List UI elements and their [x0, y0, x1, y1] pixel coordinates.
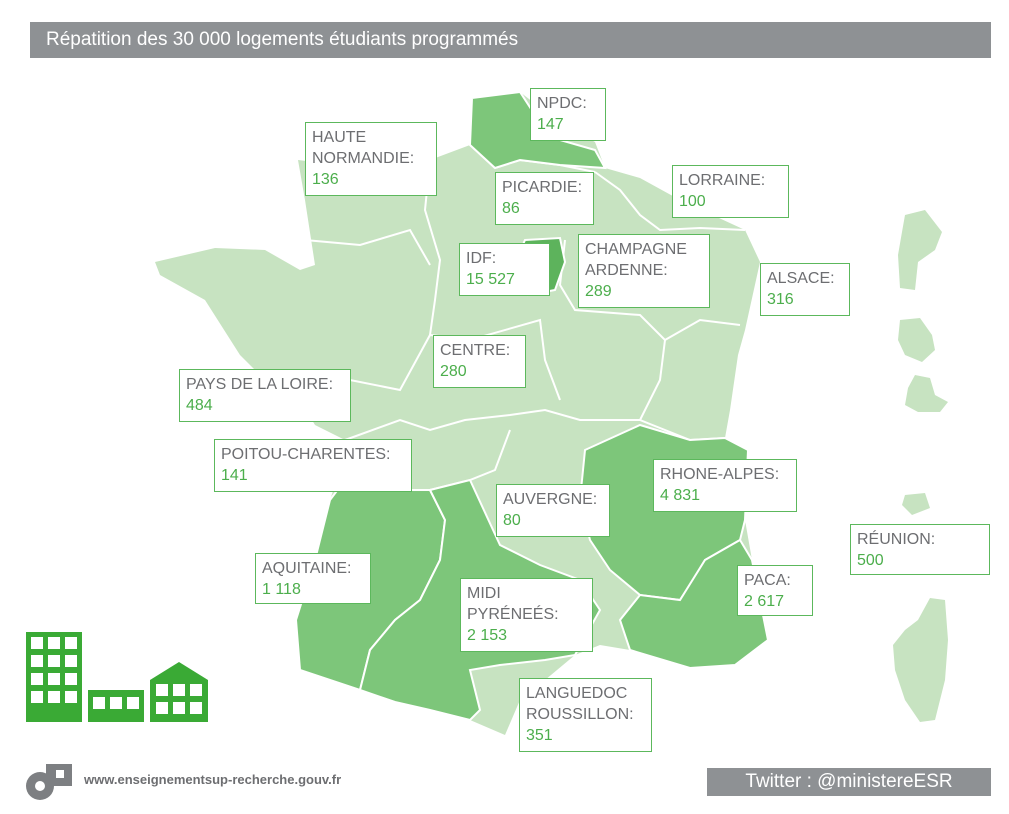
label-lorraine: LORRAINE: 100 — [672, 165, 789, 218]
region-value: 351 — [526, 727, 553, 744]
website-url: www.enseignementsup-recherche.gouv.fr — [84, 772, 342, 787]
region-value: 316 — [767, 291, 794, 308]
region-value: 1 118 — [262, 581, 301, 598]
region-value: 86 — [502, 200, 520, 217]
region-name: MIDI PYRÉNEÉS: — [467, 585, 559, 623]
label-auvergne: AUVERGNE: 80 — [496, 484, 610, 537]
region-value: 484 — [186, 397, 213, 414]
label-reunion: RÉUNION: 500 — [850, 524, 990, 575]
label-midi-pyrenees: MIDI PYRÉNEÉS: 2 153 — [460, 578, 593, 652]
island-guadeloupe — [898, 210, 942, 290]
region-name: CENTRE: — [440, 342, 511, 359]
twitter-handle: Twitter : @ministereESR — [707, 768, 991, 796]
buildings-icon — [26, 632, 208, 722]
label-languedoc-roussillon: LANGUEDOC ROUSSILLON: 351 — [519, 678, 652, 752]
region-name: POITOU-CHARENTES: — [221, 446, 391, 463]
region-value: 136 — [312, 171, 339, 188]
region-value: 15 527 — [466, 271, 515, 288]
label-picardie: PICARDIE: 86 — [495, 172, 594, 225]
label-npdc: NPDC: 147 — [530, 88, 606, 141]
region-name: CHAMPAGNE ARDENNE: — [585, 241, 687, 279]
region-name: RHONE-ALPES: — [660, 466, 780, 483]
region-name: PACA: — [744, 572, 791, 589]
label-idf: IDF: 15 527 — [459, 243, 550, 296]
island-martinique — [898, 318, 935, 362]
island-corse — [893, 598, 948, 722]
label-poitou-charentes: POITOU-CHARENTES: 141 — [214, 439, 412, 492]
region-name: ALSACE: — [767, 270, 835, 287]
region-name: PAYS DE LA LOIRE: — [186, 376, 334, 393]
region-name: NPDC: — [537, 95, 587, 112]
region-value: 147 — [537, 116, 564, 133]
region-name: HAUTE NORMANDIE: — [312, 129, 415, 167]
region-value: 141 — [221, 467, 248, 484]
region-name: AQUITAINE: — [262, 560, 352, 577]
region-value: 2 617 — [744, 593, 785, 610]
region-value: 280 — [440, 363, 467, 380]
region-name: AUVERGNE: — [503, 491, 598, 508]
region-name: PICARDIE: — [502, 179, 583, 196]
island-mayotte — [902, 493, 930, 515]
label-paca: PACA: 2 617 — [737, 565, 813, 616]
label-haute-normandie: HAUTE NORMANDIE: 136 — [305, 122, 437, 196]
region-value: 2 153 — [467, 627, 508, 644]
island-guyane — [905, 375, 948, 412]
label-alsace: ALSACE: 316 — [760, 263, 850, 316]
region-name: LORRAINE: — [679, 172, 766, 189]
region-value: 80 — [503, 512, 521, 529]
region-name: LANGUEDOC ROUSSILLON: — [526, 685, 634, 723]
region-value: 4 831 — [660, 487, 701, 504]
region-name: RÉUNION: — [857, 531, 936, 548]
region-value: 289 — [585, 283, 612, 300]
region-name: IDF: — [466, 250, 497, 267]
label-champagne-ardenne: CHAMPAGNE ARDENNE: 289 — [578, 234, 710, 308]
label-centre: CENTRE: 280 — [433, 335, 526, 388]
label-rhone-alpes: RHONE-ALPES: 4 831 — [653, 459, 797, 512]
ministry-logo-icon — [26, 764, 72, 800]
label-pays-de-la-loire: PAYS DE LA LOIRE: 484 — [179, 369, 351, 422]
label-aquitaine: AQUITAINE: 1 118 — [255, 553, 371, 604]
page-title: Répatition des 30 000 logements étudiant… — [30, 22, 991, 58]
region-value: 100 — [679, 193, 706, 210]
region-value: 500 — [857, 552, 884, 569]
